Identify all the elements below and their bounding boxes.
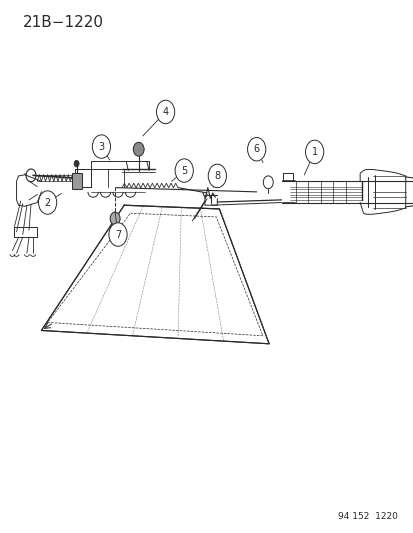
Circle shape <box>38 191 57 214</box>
Text: 3: 3 <box>98 142 104 151</box>
Circle shape <box>208 164 226 188</box>
Text: 7: 7 <box>114 230 121 239</box>
Text: 2: 2 <box>44 198 51 207</box>
Circle shape <box>305 140 323 164</box>
Circle shape <box>175 159 193 182</box>
Circle shape <box>156 100 174 124</box>
Text: 94 152  1220: 94 152 1220 <box>337 512 396 521</box>
Text: 1: 1 <box>311 147 317 157</box>
Text: 4: 4 <box>162 107 168 117</box>
Circle shape <box>74 160 79 167</box>
Circle shape <box>92 135 110 158</box>
Circle shape <box>109 223 127 246</box>
Circle shape <box>133 142 144 156</box>
Circle shape <box>247 138 265 161</box>
Text: 21B−1220: 21B−1220 <box>23 15 104 30</box>
Polygon shape <box>71 173 81 189</box>
Text: 5: 5 <box>180 166 187 175</box>
Text: 8: 8 <box>214 171 220 181</box>
Circle shape <box>110 212 120 225</box>
Text: 6: 6 <box>253 144 259 154</box>
